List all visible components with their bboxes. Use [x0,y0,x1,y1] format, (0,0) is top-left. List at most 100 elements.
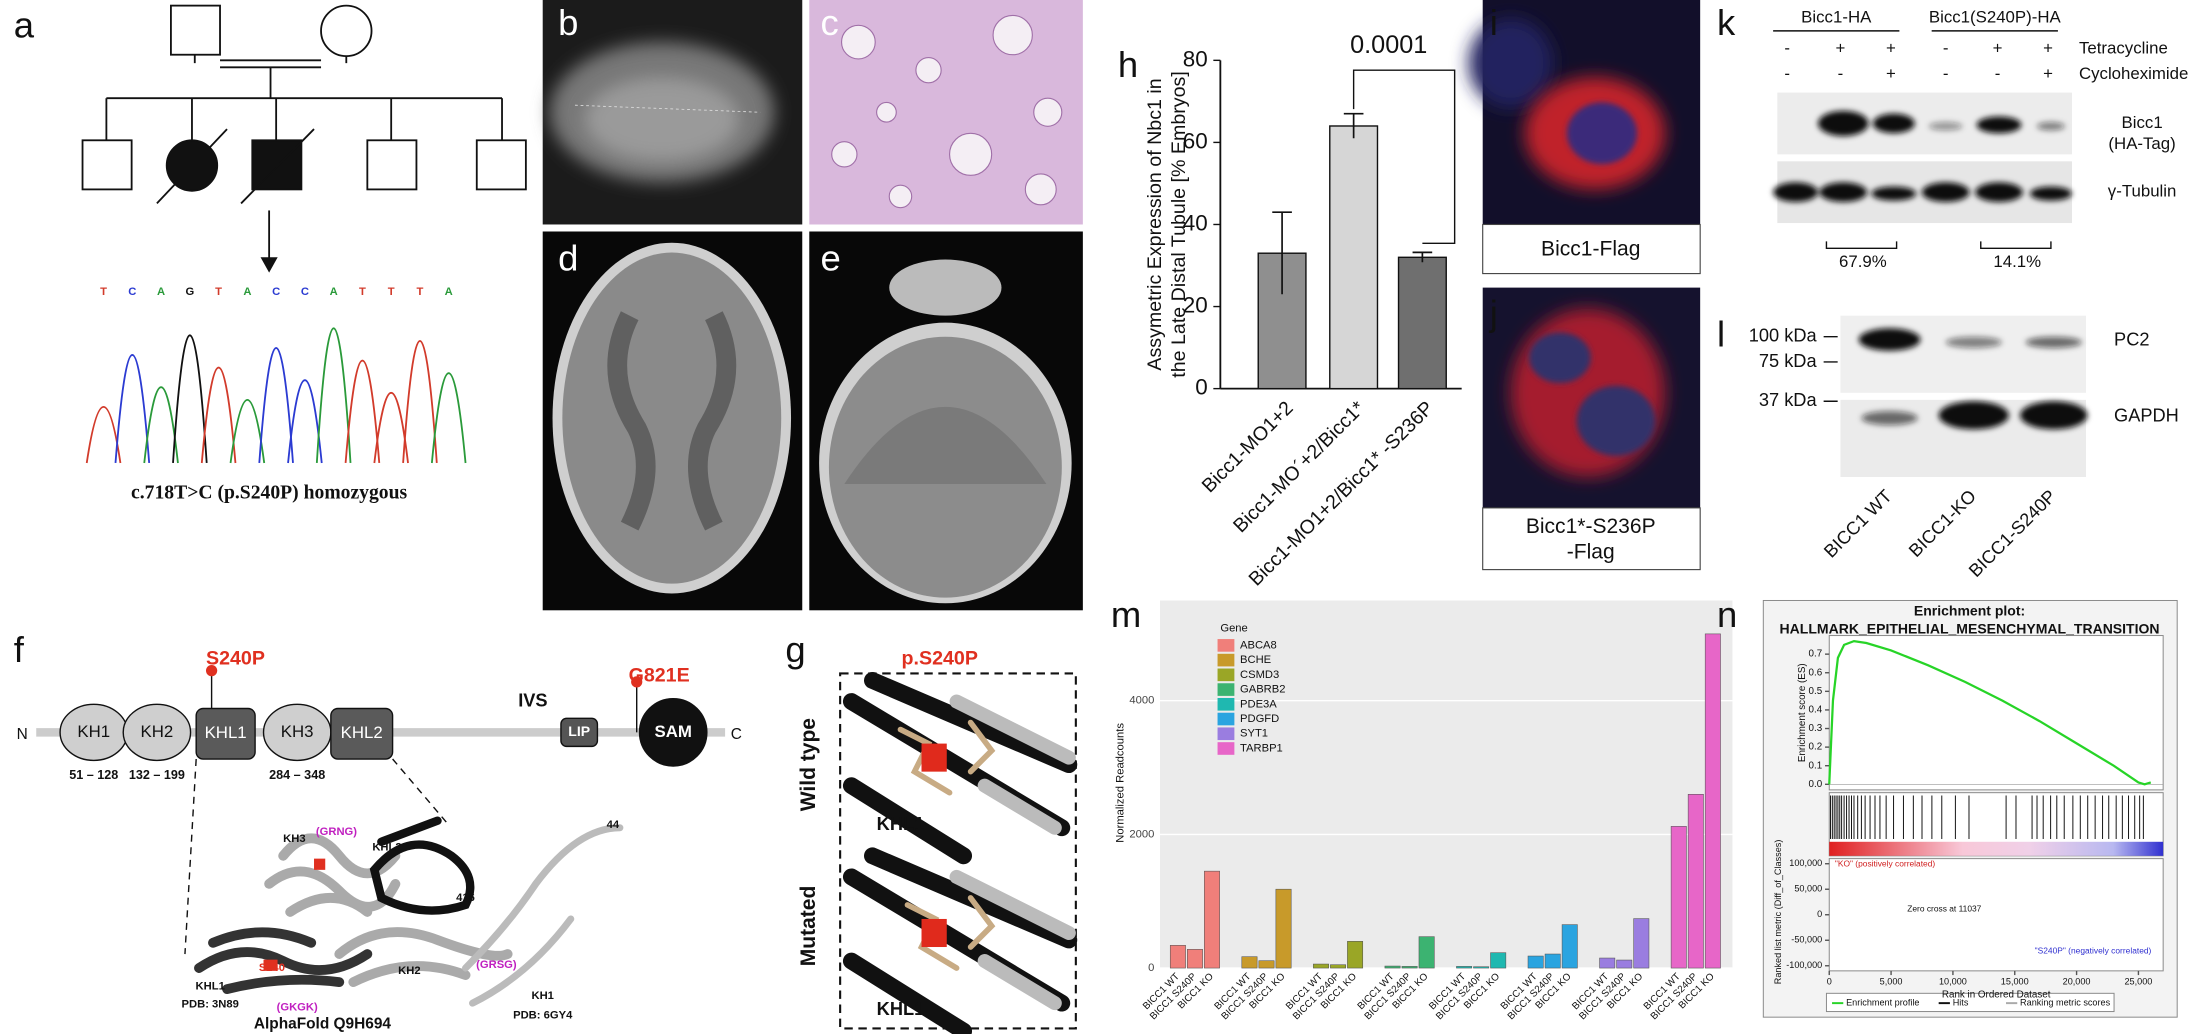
label: KHL1 [877,813,925,834]
label: 51 – 128 [69,768,118,782]
structure-label: KH1 [531,990,553,1002]
error-bar [1272,211,1292,295]
domain-label: KH2 [141,722,174,741]
pedigree [81,4,527,273]
y-tick-label: 80 [1183,46,1208,71]
bar [1258,960,1275,969]
bar [1330,964,1346,969]
structure-label: (GRSG) [476,959,517,971]
label: - [1784,39,1790,58]
panel-letter: m [1111,594,1141,635]
label: S240P [206,648,265,670]
legend-entry: Ranking metric scores [2020,998,2111,1008]
legend-entry: SYT1 [1240,728,1268,740]
western-blots [1773,30,2088,478]
significance-bracket [1352,69,1456,244]
label: γ-Tubulin [2108,182,2177,201]
label: G821E [629,664,690,686]
y-tick-label: 40 [1183,210,1208,235]
structure-label: (GKGK) [277,1001,318,1013]
row-label: Mutated [797,886,820,967]
y-axis-label: Assymetric Expression of Nbc1 in [1144,78,1166,370]
label: - [1995,64,2001,83]
trace-peak [200,367,237,464]
y-tick-label: 0.1 [1809,760,1823,771]
label: + [2043,64,2053,83]
label: GAPDH [2114,404,2179,425]
chromatogram [85,327,467,464]
label: - [1838,64,1844,83]
bar [1704,633,1721,969]
bar [1347,941,1364,969]
trace-peak [430,372,467,464]
bar [1313,963,1329,969]
y-tick-label: 0.4 [1809,705,1823,716]
row-label: Wild type [797,718,820,811]
bar [1599,957,1616,969]
base-letter: T [359,286,366,298]
label: 67.9% [1839,252,1887,271]
chart-title: HALLMARK_EPITHELIAL_MESENCHYMAL_TRANSITI… [1780,621,2160,637]
label: -Flag [1567,540,1615,563]
microscopy [1468,0,1701,571]
structure-label: PDB: 6GY4 [513,1010,573,1022]
label: + [1886,39,1896,58]
structure-label: KH3 [283,833,305,845]
legend-swatch [1217,683,1235,696]
bar [1397,256,1447,390]
panel-letter: k [1717,2,1736,43]
structure-label: S240 [259,962,285,974]
label: p.S240P [902,648,978,670]
label: - [1784,64,1790,83]
panel-letter: a [14,5,35,46]
label: - [1943,39,1949,58]
label: PC2 [2114,329,2149,350]
structure-label: 416 [456,892,475,904]
y2-tick-label: -100,000 [1786,960,1822,970]
legend-entry: GABRB2 [1240,684,1286,696]
y-axis-label: Normalized Readcounts [1115,723,1127,843]
base-letter: T [215,286,222,298]
y-tick-label: 20 [1183,292,1208,317]
legend-entry: Enrichment profile [1846,998,1919,1008]
label: + [1836,39,1846,58]
bar [1401,966,1418,969]
label: Bicc1 [2122,113,2163,132]
y-tick-label: 0.2 [1809,742,1823,753]
label: 75 kDa [1759,350,1818,371]
legend-entry: BCHE [1240,654,1271,666]
x-tick-label: 20,000 [2063,976,2091,986]
y-tick-label: 0.0 [1809,779,1823,790]
y-tick-label: 60 [1183,128,1208,153]
base-letter: A [330,286,338,298]
bar [1384,965,1401,969]
base-letter: T [388,286,395,298]
trace-peak [258,347,294,464]
bar [1186,949,1203,969]
error-bar [1412,251,1433,263]
domain-label: LIP [568,723,590,739]
label: Bicc1*-S236P [1526,515,1656,538]
trace-peak [315,327,352,464]
panel-letter: g [785,629,805,670]
trace-peak [344,360,381,464]
y-tick-label: 0 [1195,375,1207,400]
label: AlphaFold Q9H694 [254,1015,392,1032]
legend-entry: ABCA8 [1240,639,1277,651]
bar [1633,918,1650,969]
label: Cycloheximide [2079,64,2188,83]
trace-peak [402,340,438,464]
bar [1275,888,1292,969]
label: 132 – 199 [129,768,185,782]
bar [1418,936,1435,969]
panel-letter: f [14,629,25,670]
base-letter: A [445,286,453,298]
caption: c.718T>C (p.S240P) homozygous [131,481,407,503]
base-letter: A [243,286,251,298]
bar [1329,125,1379,390]
panel-letter: l [1717,313,1725,354]
base-letter: A [157,286,165,298]
label: N [17,726,28,743]
legend-swatch [1217,697,1235,711]
enrichment-curve [1828,639,2152,786]
